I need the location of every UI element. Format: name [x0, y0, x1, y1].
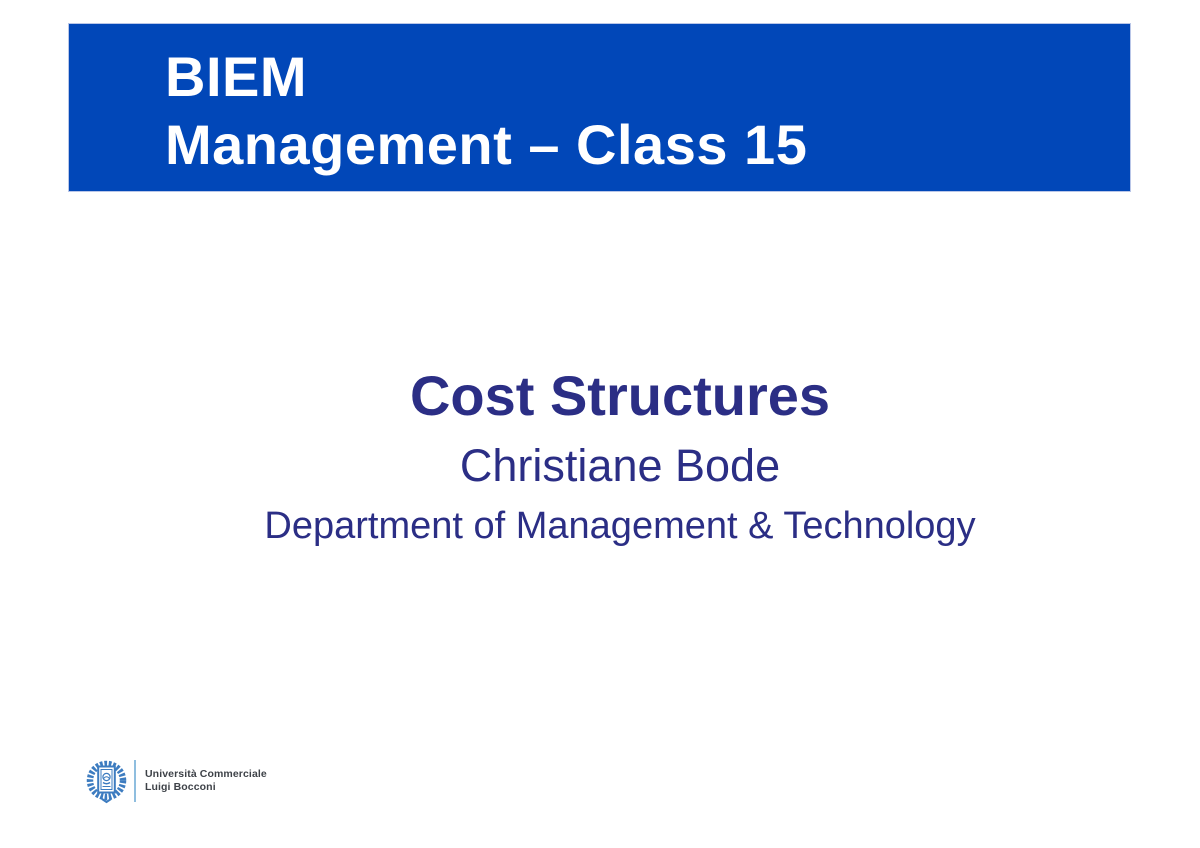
university-name-line1: Università Commerciale	[145, 768, 267, 780]
university-name: Università Commerciale Luigi Bocconi	[145, 768, 267, 794]
logo-divider	[134, 760, 136, 802]
title-block: Cost Structures Christiane Bode Departme…	[0, 365, 1200, 549]
bocconi-seal-icon	[86, 760, 127, 804]
header-banner: BIEM Management – Class 15	[68, 23, 1131, 192]
university-logo: Università Commerciale Luigi Bocconi	[86, 758, 267, 804]
banner-course-name: BIEM	[165, 45, 307, 108]
author-name: Christiane Bode	[459, 440, 781, 491]
banner-class-title: Management – Class 15	[165, 113, 808, 176]
university-name-line2: Luigi Bocconi	[145, 781, 216, 793]
department-name: Department of Management & Technology	[264, 505, 976, 547]
slide-title: Cost Structures	[409, 364, 831, 427]
